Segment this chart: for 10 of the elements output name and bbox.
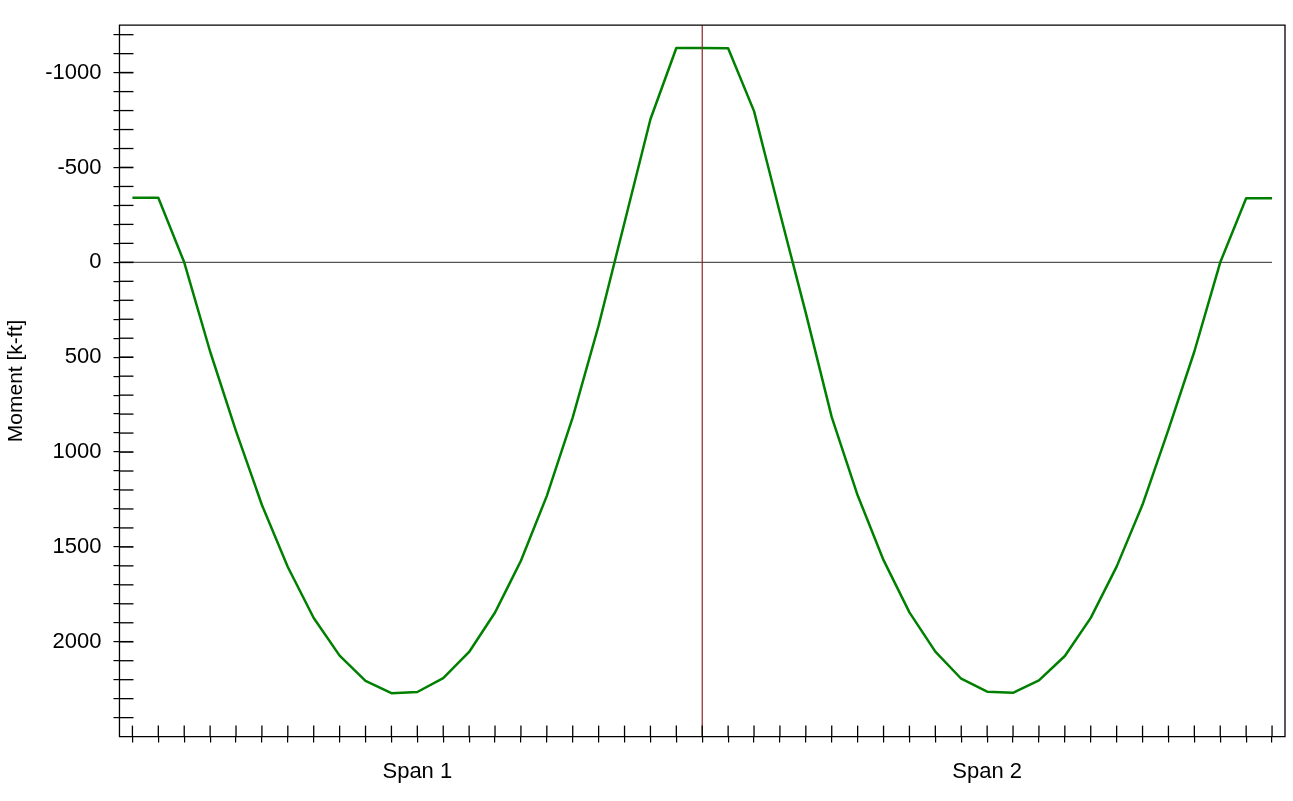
y-tick-label: -1000 xyxy=(45,58,102,84)
x-tick-label: Span 2 xyxy=(952,757,1023,783)
y-tick-label: -500 xyxy=(57,153,102,179)
y-axis-title: Moment [k-ft] xyxy=(3,319,27,443)
y-tick-label: 2000 xyxy=(52,627,102,653)
y-tick-label: 1000 xyxy=(52,438,102,464)
y-tick-label: 0 xyxy=(89,248,102,274)
y-tick-label: 500 xyxy=(64,343,102,369)
x-tick-label: Span 1 xyxy=(382,757,453,783)
y-tick-label: 1500 xyxy=(52,532,102,558)
